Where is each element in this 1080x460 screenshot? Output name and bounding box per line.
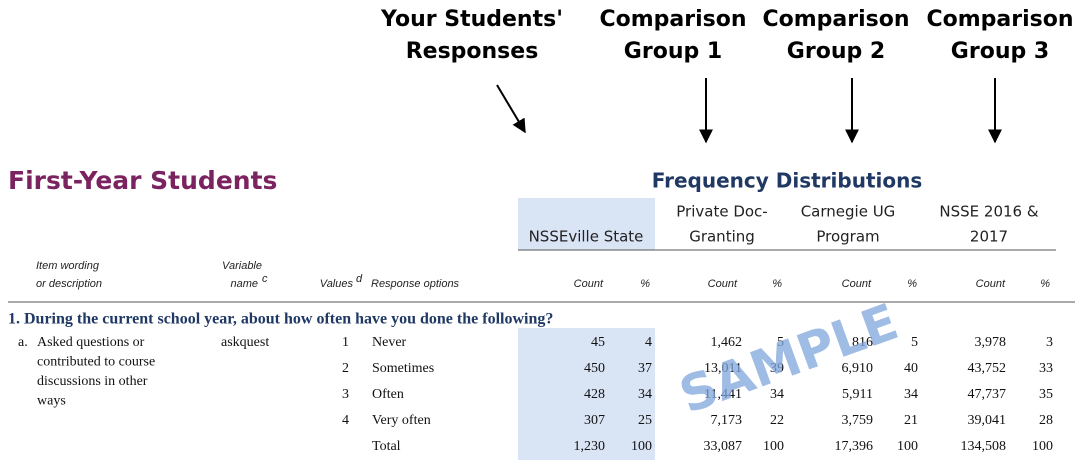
cell: 100 [1032, 439, 1053, 454]
value: 2 [342, 361, 349, 376]
item-letter: a. [18, 335, 28, 350]
annotation: Group 1 [624, 39, 722, 64]
cell: 43,752 [968, 361, 1007, 376]
value: 1 [342, 335, 349, 350]
group-label: Private Doc- [676, 203, 767, 221]
cell: 816 [852, 335, 873, 350]
arrow [496, 84, 526, 134]
item-wording: Asked questions or [37, 335, 145, 350]
group-label: Carnegie UG [801, 203, 896, 221]
cell: 100 [631, 439, 652, 454]
cell: 11,441 [704, 387, 742, 402]
cell: 3,978 [975, 335, 1007, 350]
cell: 37 [638, 361, 652, 376]
annotation: Comparison [926, 7, 1073, 32]
watermark: SAMPLE [672, 293, 905, 425]
cell: 47,737 [968, 387, 1007, 402]
cell: 33,087 [704, 439, 743, 454]
column-header: Item wording [36, 260, 100, 272]
group-label: NSSEville State [529, 228, 644, 246]
response-option: Very often [372, 413, 431, 428]
question: 1. During the current school year, about… [8, 311, 553, 328]
cell: 21 [904, 413, 918, 428]
column-header: Count [574, 278, 604, 290]
column-header: Values [320, 278, 354, 290]
annotation: Comparison [599, 7, 746, 32]
cell: 5,911 [842, 387, 873, 402]
cell: 3,759 [842, 413, 874, 428]
cell: 450 [584, 361, 605, 376]
cell: 100 [897, 439, 918, 454]
cell: 34 [770, 387, 784, 402]
value: 4 [342, 413, 349, 428]
column-header: % [1040, 278, 1050, 290]
column-header: % [772, 278, 782, 290]
group-label: 2017 [970, 228, 1008, 246]
response-option: Never [372, 335, 407, 350]
group-label: NSSE 2016 & [939, 203, 1038, 221]
cell: 6,910 [842, 361, 874, 376]
column-header: Count [842, 278, 872, 290]
column-header: % [907, 278, 917, 290]
cell: 3 [1046, 335, 1053, 350]
annotation: Group 2 [787, 39, 885, 64]
column-header: or description [36, 278, 102, 290]
cell: 39,041 [968, 413, 1007, 428]
cell: 7,173 [711, 413, 743, 428]
column-header: Response options [371, 278, 460, 290]
column-header: % [640, 278, 650, 290]
column-header: Variable [222, 260, 262, 272]
cell: 5 [911, 335, 918, 350]
cell: 100 [763, 439, 784, 454]
variable: askquest [221, 335, 269, 350]
column-header: name [230, 278, 258, 290]
subtitle: Frequency Distributions [652, 169, 923, 193]
annotation: Group 3 [951, 39, 1049, 64]
item-wording: discussions in other [37, 374, 148, 389]
column-header: Count [708, 278, 738, 290]
cell: 307 [584, 413, 605, 428]
footnote-mark: c [262, 273, 268, 285]
cell: 33 [1039, 361, 1053, 376]
response-option: Total [372, 439, 401, 454]
footnote-mark: d [356, 273, 363, 285]
column-header: Count [976, 278, 1006, 290]
item-wording: contributed to course [37, 355, 155, 370]
cell: 428 [584, 387, 605, 402]
cell: 13,011 [704, 361, 742, 376]
response-option: Often [372, 387, 404, 402]
highlight-column [518, 328, 655, 460]
cell: 1,462 [711, 335, 743, 350]
cell: 34 [638, 387, 652, 402]
cell: 40 [904, 361, 918, 376]
group-label: Program [816, 228, 879, 246]
group-label: Granting [689, 228, 755, 246]
cell: 39 [770, 361, 784, 376]
annotation: Your Students' [380, 7, 563, 32]
cell: 134,508 [961, 439, 1007, 454]
highlight-header [518, 198, 655, 250]
cell: 4 [645, 335, 652, 350]
cell: 1,230 [574, 439, 606, 454]
annotation: Responses [406, 39, 539, 64]
annotation: Comparison [762, 7, 909, 32]
cell: 25 [638, 413, 652, 428]
cell: 35 [1039, 387, 1053, 402]
cell: 28 [1039, 413, 1053, 428]
cell: 5 [777, 335, 784, 350]
cell: 17,396 [835, 439, 874, 454]
item-wording: ways [37, 394, 66, 409]
response-option: Sometimes [372, 361, 434, 376]
value: 3 [342, 387, 349, 402]
cell: 45 [591, 335, 605, 350]
cell: 22 [770, 413, 784, 428]
title: First-Year Students [8, 166, 277, 195]
cell: 34 [904, 387, 918, 402]
